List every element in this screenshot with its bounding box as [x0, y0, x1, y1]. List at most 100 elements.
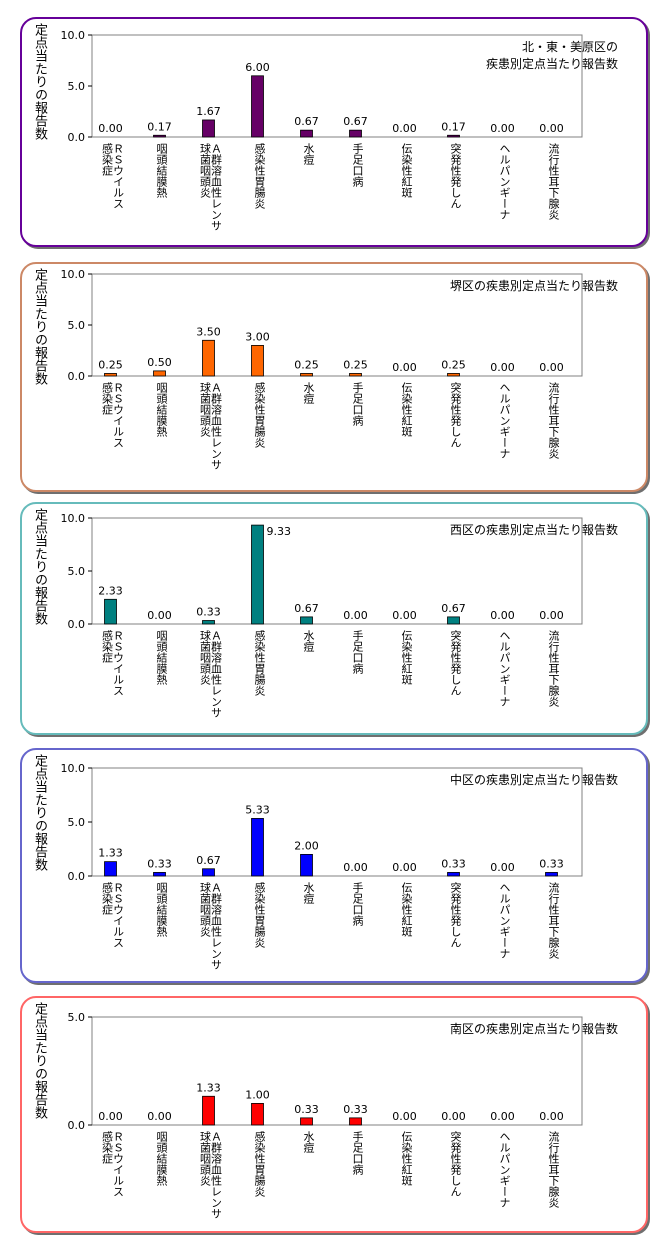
y-axis-label: 定点当たりの報告数	[32, 23, 47, 140]
bar	[202, 868, 215, 877]
y-axis-label: 定点当たりの報告数	[32, 1002, 47, 1119]
bar-value-label: 0.00	[441, 1110, 466, 1123]
bar-value-label: 0.33	[147, 857, 172, 870]
category-label: 手足口病	[351, 630, 364, 674]
bar	[202, 339, 215, 377]
category-label: 伝染性紅斑	[400, 1131, 413, 1186]
bar-value-label: 0.00	[490, 861, 515, 874]
bar	[349, 373, 362, 377]
bar-value-label: 0.00	[343, 861, 368, 874]
category-label: ＲＳウイルス 感染症	[100, 1131, 125, 1197]
bar-value-label: 0.00	[539, 361, 564, 374]
category-label: 流行性耳下腺炎	[547, 630, 560, 707]
y-tick-label: 0.0	[68, 618, 86, 631]
plot-area	[91, 1016, 583, 1126]
bar-value-label: 0.67	[343, 115, 368, 128]
bar-value-label: 0.00	[539, 609, 564, 622]
category-label: ヘルパンギーナ	[498, 382, 511, 459]
category-label: 伝染性紅斑	[400, 143, 413, 198]
bar	[545, 872, 558, 877]
category-label: 咽頭結膜熱	[155, 882, 168, 937]
category-label: 流行性耳下腺炎	[547, 143, 560, 220]
bar-value-label: 0.25	[98, 358, 123, 371]
bar-value-label: 0.00	[392, 609, 417, 622]
bar	[153, 872, 166, 877]
bar-chart-svg: 0.0 5.0 0.00 0.00 1.33 1.00 0.33 0.33 0.00 0.00 0.…	[68, 1011, 583, 1132]
y-tick-label: 0.0	[68, 1119, 86, 1132]
bar	[202, 1095, 215, 1126]
bar-value-label: 0.33	[539, 857, 564, 870]
bar-chart-svg: 0.0 5.0 10.0 0.00 0.17 1.67 6.00 0.67 0.67 0.00 0.…	[61, 29, 583, 144]
category-label: Ａ群溶血性レンサ 球菌咽頭炎	[198, 382, 223, 470]
chart-panel-1: 定点当たりの報告数 北・東・美原区の 疾患別定点当たり報告数 0.0 5.0 10.0 0…	[20, 17, 648, 247]
bar	[349, 129, 362, 138]
bar-value-label: 0.00	[490, 122, 515, 135]
bar-value-label: 0.50	[147, 356, 172, 369]
y-tick-label: 5.0	[68, 80, 86, 93]
bar-value-label: 0.00	[539, 122, 564, 135]
bar-value-label: 0.00	[392, 1110, 417, 1123]
category-label: 突発性発しん	[449, 1131, 462, 1197]
category-label: 咽頭結膜熱	[155, 143, 168, 198]
category-label: ヘルパンギーナ	[498, 143, 511, 220]
y-tick-label: 10.0	[61, 512, 86, 525]
bar-value-label: 0.00	[392, 861, 417, 874]
y-tick-label: 5.0	[68, 1011, 86, 1024]
chart-panel-3: 定点当たりの報告数 西区の疾患別定点当たり報告数 0.0 5.0 10.0 2.33 0.0…	[20, 502, 648, 735]
category-label: 水痘	[302, 143, 315, 165]
bar-value-label: 0.00	[343, 609, 368, 622]
category-label: 伝染性紅斑	[400, 382, 413, 437]
bar	[447, 616, 460, 625]
category-label: Ａ群溶血性レンサ 球菌咽頭炎	[198, 882, 223, 970]
bar-value-label: 0.67	[294, 115, 319, 128]
bar-value-label: 1.00	[245, 1088, 270, 1101]
category-label: ＲＳウイルス 感染症	[100, 382, 125, 448]
bar	[251, 524, 264, 625]
bar	[153, 370, 166, 377]
category-label: 突発性発しん	[449, 382, 462, 448]
bar-value-label: 9.33	[267, 525, 292, 538]
bar	[202, 119, 215, 138]
bar	[251, 1103, 264, 1126]
bar-value-label: 0.17	[441, 120, 466, 133]
category-label: 咽頭結膜熱	[155, 382, 168, 437]
bar-value-label: 2.00	[294, 839, 319, 852]
category-label: 手足口病	[351, 382, 364, 426]
bar	[300, 129, 313, 138]
bar-value-label: 0.00	[147, 1110, 172, 1123]
y-tick-label: 0.0	[68, 370, 86, 383]
category-label: 手足口病	[351, 882, 364, 926]
bar-value-label: 0.00	[392, 122, 417, 135]
bar	[202, 620, 215, 625]
category-label: 伝染性紅斑	[400, 882, 413, 937]
y-tick-label: 10.0	[61, 762, 86, 775]
chart-title: 中区の疾患別定点当たり報告数	[449, 773, 618, 787]
bar	[104, 598, 117, 625]
chart-title: 南区の疾患別定点当たり報告数	[449, 1022, 618, 1036]
bar-chart-svg: 0.0 5.0 10.0 1.33 0.33 0.67 5.33 2.00 0.00 0.00 0.…	[61, 762, 583, 883]
bar	[251, 818, 264, 877]
chart-panel-4: 定点当たりの報告数 中区の疾患別定点当たり報告数 0.0 5.0 10.0 1.33 0.3…	[20, 748, 648, 983]
bar-value-label: 0.00	[392, 361, 417, 374]
bar	[349, 1117, 362, 1126]
bar-value-label: 0.00	[490, 1110, 515, 1123]
bar-value-label: 3.50	[196, 325, 221, 338]
bar-value-label: 0.25	[441, 358, 466, 371]
category-label: 伝染性紅斑	[400, 630, 413, 685]
bar-value-label: 0.67	[441, 602, 466, 615]
bar	[300, 373, 313, 377]
bar-value-label: 0.67	[196, 854, 221, 867]
bar-value-label: 6.00	[245, 61, 270, 74]
bar	[251, 345, 264, 377]
bar	[153, 134, 166, 138]
bar-chart-svg: 0.0 5.0 10.0 2.33 0.00 0.33 9.33 0.67 0.00 0.00 0.…	[61, 512, 583, 631]
category-label: 水痘	[302, 382, 315, 404]
bar-value-label: 0.00	[490, 361, 515, 374]
y-tick-label: 10.0	[61, 29, 86, 42]
y-tick-label: 5.0	[68, 816, 86, 829]
category-label: 手足口病	[351, 1131, 364, 1175]
category-label: ＲＳウイルス 感染症	[100, 630, 125, 696]
chart-panel-5: 定点当たりの報告数 南区の疾患別定点当たり報告数 0.0 5.0 0.00 0.00 1.3…	[20, 996, 648, 1233]
bar	[300, 616, 313, 625]
y-tick-label: 5.0	[68, 565, 86, 578]
